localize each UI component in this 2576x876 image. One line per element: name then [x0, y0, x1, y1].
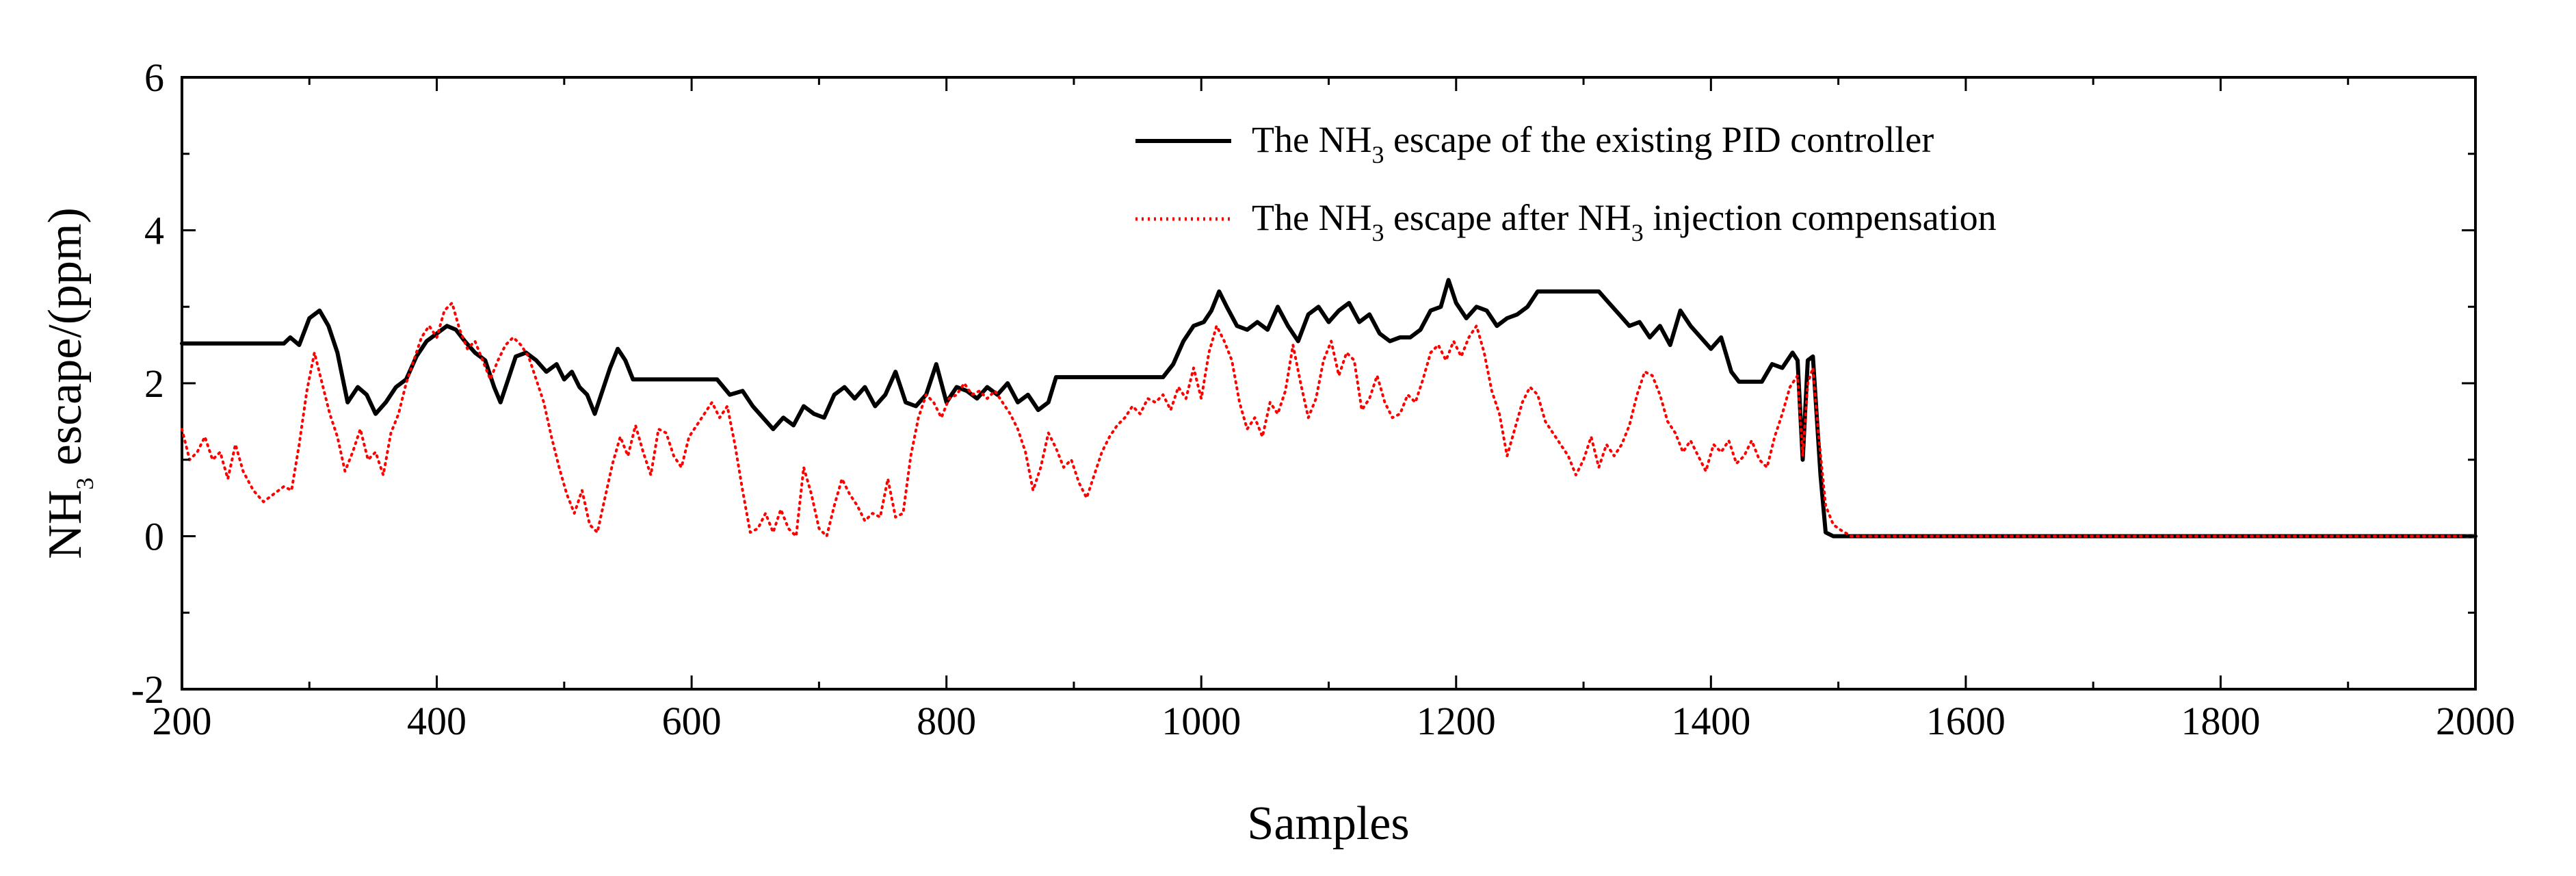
tick-layer: [181, 76, 2477, 691]
x-tick-label: 800: [917, 699, 976, 743]
legend: The NH3 escape of the existing PID contr…: [1135, 119, 1997, 246]
y-tick-label: -2: [131, 667, 164, 712]
tick-label-layer: 200 400 600 800 1000 1200 1400 1600 1800 2000 -2 0 2…: [131, 55, 2515, 743]
x-tick-label: 1400: [1671, 699, 1750, 743]
legend-label-compensation: The NH3 escape after NH3 injection compe…: [1252, 197, 1997, 246]
x-tick-label: 1800: [2181, 699, 2260, 743]
y-tick-label: 4: [144, 209, 164, 253]
x-tick-label: 2000: [2436, 699, 2515, 743]
series-layer: [180, 278, 2478, 539]
plot-frame: [181, 76, 2477, 691]
x-tick-label: 1600: [1926, 699, 2006, 743]
x-tick-label: 1000: [1161, 699, 1241, 743]
x-tick-label: 200: [153, 699, 212, 743]
x-tick-label: 1200: [1417, 699, 1496, 743]
y-tick-label: 0: [144, 515, 164, 559]
legend-label-pid: The NH3 escape of the existing PID contr…: [1252, 119, 1934, 168]
series-line-pid: [180, 278, 2478, 539]
x-tick-label: 600: [662, 699, 722, 743]
series-line-compensation: [181, 301, 2477, 538]
y-tick-label: 2: [144, 361, 164, 406]
y-tick-label: 6: [144, 55, 164, 100]
x-axis-title: Samples: [1247, 797, 1409, 850]
x-tick-label: 400: [407, 699, 466, 743]
y-axis-title: NH3 escape/(ppm): [39, 207, 98, 559]
